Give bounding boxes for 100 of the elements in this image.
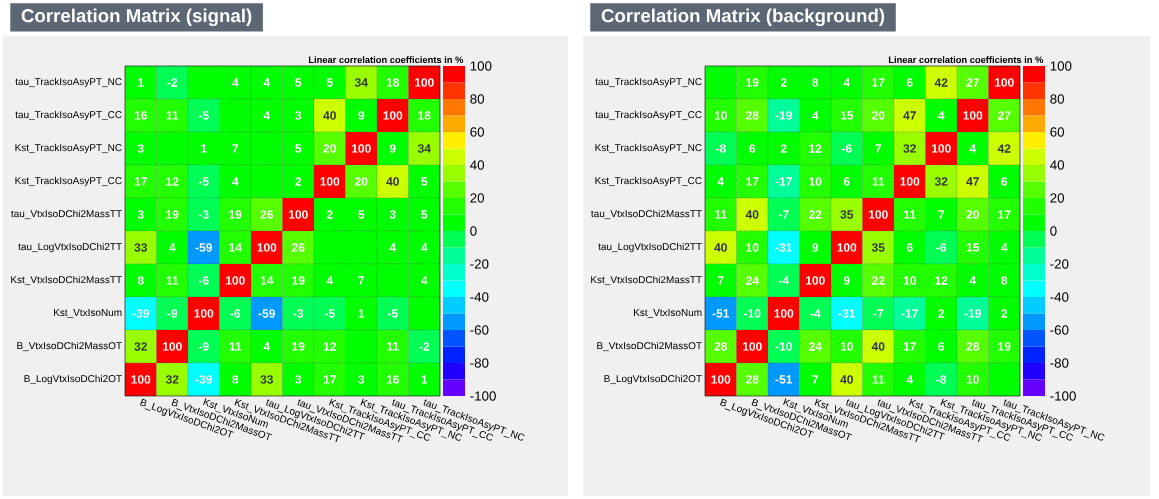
data-label: -7 (873, 309, 884, 318)
data-label: 17 (746, 177, 759, 186)
color-bar-label: 60 (1050, 127, 1065, 137)
data-label: 32 (165, 375, 179, 384)
data-label: 10 (966, 375, 979, 384)
data-label: 2 (295, 177, 302, 186)
y-tick-label: B_LogVtxIsoDChi2OT (24, 374, 122, 385)
data-label: 26 (260, 210, 273, 219)
data-label: 11 (872, 375, 885, 384)
data-label: 8 (137, 276, 144, 285)
y-tick-label: Kst_TrackIsoAsyPT_CC (15, 176, 122, 187)
data-label: 20 (872, 111, 885, 120)
data-label: 4 (717, 177, 725, 186)
data-label: 100 (226, 276, 245, 285)
data-label: 5 (295, 144, 302, 153)
data-label: 4 (263, 111, 271, 120)
data-label: 17 (134, 177, 147, 186)
data-label: 7 (358, 276, 365, 285)
data-label: -9 (167, 309, 178, 318)
y-tick-label: tau_VtxIsoDChi2MassTT (591, 209, 702, 220)
data-label: 5 (295, 78, 302, 87)
data-label: 2 (780, 144, 787, 153)
data-label: 9 (358, 111, 365, 120)
data-label: 11 (166, 111, 179, 120)
data-label: -4 (778, 276, 790, 285)
data-label: 1 (201, 144, 207, 153)
data-label: 3 (389, 210, 396, 219)
data-label: 32 (934, 177, 948, 186)
color-bar-label: -100 (470, 391, 496, 401)
data-label: 4 (421, 276, 428, 285)
data-label: -6 (230, 309, 241, 318)
data-label: 11 (166, 276, 179, 285)
color-bar-label: -60 (1050, 325, 1069, 335)
data-label: 22 (809, 210, 822, 219)
data-label: 24 (746, 276, 759, 285)
data-label: 6 (938, 342, 945, 351)
y-tick-label: tau_TrackIsoAsyPT_CC (15, 110, 122, 121)
data-label: 4 (421, 243, 428, 252)
data-label: 8 (232, 375, 239, 384)
chart-title: Correlation Matrix (background) (601, 8, 885, 27)
data-label: 2 (1001, 309, 1008, 318)
data-label: 14 (260, 276, 274, 285)
data-label: 10 (903, 276, 916, 285)
data-label: 4 (843, 78, 851, 87)
data-label: 7 (938, 210, 945, 219)
data-label: 28 (966, 342, 980, 351)
data-label: 4 (812, 111, 819, 120)
data-label: 100 (711, 375, 731, 384)
data-label: -6 (936, 243, 947, 252)
data-label: -59 (195, 243, 212, 252)
data-label: 19 (746, 78, 759, 87)
data-label: 15 (966, 243, 980, 252)
data-label: 4 (938, 111, 945, 120)
data-label: 40 (386, 177, 399, 186)
data-label: 20 (323, 144, 336, 153)
data-label: 34 (417, 144, 431, 153)
data-label: -5 (324, 309, 335, 318)
data-label: -4 (810, 309, 821, 318)
data-label: 3 (137, 144, 144, 153)
data-label: 35 (871, 243, 885, 252)
data-label: 19 (292, 342, 305, 351)
data-label: 100 (837, 243, 857, 252)
data-label: 28 (746, 375, 759, 384)
color-bar-label: -40 (1050, 292, 1069, 302)
y-tick-label: B_VtxIsoDChi2MassOT (597, 341, 702, 352)
data-label: 2 (938, 309, 945, 318)
data-label: 19 (229, 210, 242, 219)
data-label: 5 (421, 177, 428, 186)
data-label: 16 (386, 375, 399, 384)
data-label: -5 (387, 309, 398, 318)
data-label: 11 (715, 210, 727, 219)
data-label: 9 (843, 276, 850, 285)
data-label: 10 (746, 243, 759, 252)
data-label: -5 (198, 111, 209, 120)
data-label: 6 (749, 144, 756, 153)
data-label: 18 (418, 111, 431, 120)
data-label: 14 (229, 243, 242, 252)
data-label: -3 (293, 309, 304, 318)
data-label: 100 (869, 210, 888, 219)
data-label: -19 (964, 309, 981, 318)
data-label: 8 (812, 78, 819, 87)
data-label: 4 (969, 276, 977, 285)
color-bar-label: -80 (1050, 358, 1069, 368)
data-label: 17 (903, 342, 916, 351)
color-bar-label: -100 (1050, 391, 1076, 401)
data-label: 100 (257, 243, 277, 252)
data-label: 4 (1001, 243, 1008, 252)
y-tick-label: tau_LogVtxIsoDChi2TT (598, 242, 702, 253)
y-tick-label: B_VtxIsoDChi2MassOT (17, 341, 122, 352)
data-label: 100 (131, 375, 151, 384)
data-label: -5 (198, 177, 209, 186)
data-label: 8 (1001, 276, 1008, 285)
data-label: -10 (744, 309, 761, 318)
data-label: 20 (966, 210, 979, 219)
data-label: 19 (166, 210, 179, 219)
data-label: 28 (714, 342, 728, 351)
color-bar-label: 20 (1050, 193, 1065, 203)
data-label: 12 (809, 144, 822, 153)
data-label: 32 (134, 342, 147, 351)
data-label: -51 (712, 309, 730, 318)
